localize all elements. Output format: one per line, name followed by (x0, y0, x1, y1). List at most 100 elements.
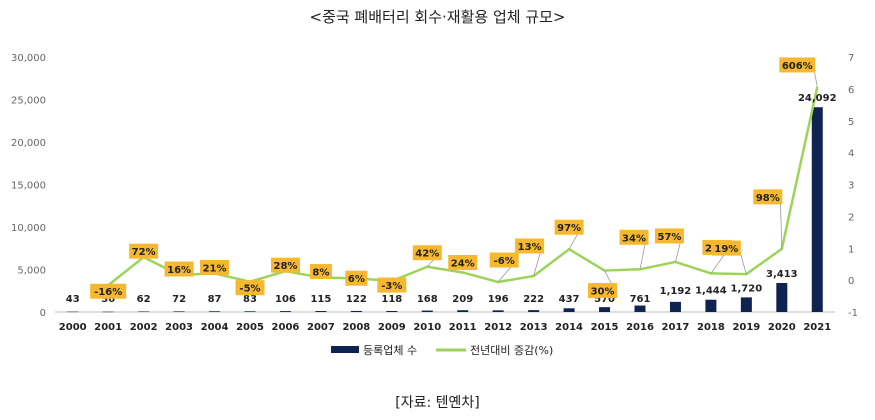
bar (634, 305, 646, 312)
bar (740, 297, 752, 312)
percent-label-box (588, 283, 618, 299)
percent-label: 57% (657, 232, 681, 243)
x-tick-label: 2014 (555, 322, 583, 333)
right-axis-tick-label: 3 (848, 181, 854, 192)
bar (811, 107, 823, 312)
bar (528, 310, 540, 312)
bar (315, 311, 327, 312)
percent-label-box (412, 245, 442, 261)
x-tick-label: 2005 (236, 322, 264, 333)
x-tick-label: 2011 (449, 322, 477, 333)
x-tick-label: 2004 (201, 322, 229, 333)
x-tick-label: 2003 (165, 322, 193, 333)
percent-label: -5% (239, 284, 260, 295)
bar (350, 310, 362, 312)
chart-title: <중국 폐배터리 회수·재활용 업체 규모> (309, 8, 566, 26)
percent-label-box (489, 252, 519, 268)
percent-label-box (711, 240, 741, 256)
bar (138, 311, 150, 312)
bar-value-label: 24,092 (798, 93, 837, 104)
percent-label-box (753, 189, 783, 205)
legend-line-label: 전년대비 증감(%) (470, 344, 553, 357)
percent-label: 30% (591, 287, 615, 298)
bar-value-label: 3,413 (766, 269, 798, 280)
bar (421, 310, 433, 312)
percent-label: 13% (518, 242, 542, 253)
x-tick-label: 2008 (342, 322, 370, 333)
right-axis-tick-label: 4 (848, 149, 854, 160)
percent-label-box (200, 259, 230, 275)
x-tick-label: 2012 (484, 322, 512, 333)
right-axis-tick-label: 0 (848, 276, 854, 287)
percent-label: 19% (714, 244, 738, 255)
percent-label: 606% (782, 61, 813, 72)
x-tick-label: 2009 (378, 322, 406, 333)
left-axis-tick-label: 10,000 (11, 223, 46, 234)
percent-label-box (377, 277, 407, 293)
left-axis-tick-label: 20,000 (11, 138, 46, 149)
bar-value-label: 118 (381, 294, 402, 305)
bar-value-label: 196 (488, 294, 509, 305)
percent-label-box (129, 243, 159, 259)
bar (705, 299, 717, 312)
percent-label-box (309, 264, 332, 280)
percent-label-box (90, 283, 127, 299)
percent-label-box (515, 238, 545, 254)
percent-label: -16% (94, 287, 122, 298)
bar-value-label: 115 (310, 294, 331, 305)
x-tick-label: 2016 (626, 322, 654, 333)
bar (386, 310, 398, 312)
bar (67, 311, 79, 313)
percent-label: 98% (756, 193, 780, 204)
bar-value-label: 1,192 (660, 286, 692, 297)
bar-value-label: 222 (523, 294, 544, 305)
x-tick-label: 2020 (768, 322, 796, 333)
bar-value-label: 62 (137, 294, 151, 305)
bar-value-label: 437 (559, 294, 580, 305)
percent-label-box (779, 57, 816, 73)
bar-value-label: 43 (66, 294, 80, 305)
bar (209, 311, 221, 312)
legend-bar-label: 등록업체 수 (363, 344, 417, 357)
x-tick-label: 2013 (520, 322, 548, 333)
bar-value-label: 87 (208, 294, 222, 305)
x-tick-label: 2007 (307, 322, 335, 333)
bar (102, 311, 114, 313)
bar-value-label: 209 (452, 294, 473, 305)
bar-value-label: 72 (172, 294, 186, 305)
bar-value-label: 761 (630, 294, 651, 305)
bar (563, 308, 575, 312)
series-line (107, 86, 819, 287)
percent-label: -6% (494, 256, 515, 267)
percent-label-box (235, 280, 265, 296)
right-axis-tick-label: 6 (848, 85, 854, 96)
percent-label: 42% (415, 249, 439, 260)
percent-label: 8% (312, 268, 329, 279)
percent-label-box (345, 270, 368, 286)
percent-label-box (270, 257, 300, 273)
percent-label: 72% (132, 247, 156, 258)
percent-label: 24% (451, 258, 475, 269)
x-tick-label: 2018 (697, 322, 725, 333)
right-axis-tick-label: 2 (848, 212, 854, 223)
right-axis-tick-label: 1 (848, 244, 854, 255)
x-tick-label: 2002 (130, 322, 158, 333)
percent-label: 6% (348, 274, 365, 285)
bar-value-label: 122 (346, 294, 367, 305)
bar-value-label: 83 (243, 294, 257, 305)
right-axis-tick-label: -1 (848, 308, 858, 319)
left-axis-tick-label: 5,000 (17, 266, 46, 277)
percent-label-box (654, 228, 684, 244)
left-axis-tick-label: 0 (40, 308, 46, 319)
bar (279, 311, 291, 312)
left-axis-tick-label: 25,000 (11, 96, 46, 107)
bar-value-label: 36 (101, 294, 115, 305)
bar (492, 310, 504, 312)
bar (244, 311, 256, 312)
percent-label: 34% (622, 233, 646, 244)
x-tick-label: 2017 (662, 322, 690, 333)
left-axis-tick-label: 15,000 (11, 181, 46, 192)
right-axis-tick-label: 7 (848, 53, 854, 64)
